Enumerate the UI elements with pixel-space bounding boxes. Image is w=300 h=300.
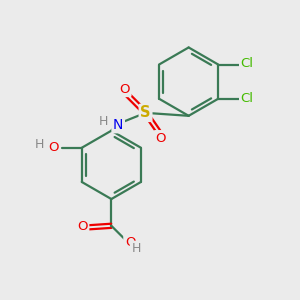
Text: O: O [77,220,88,233]
Text: H: H [131,242,141,255]
Text: O: O [119,82,130,96]
Text: H: H [99,115,108,128]
Text: O: O [155,132,166,145]
Text: Cl: Cl [241,92,254,105]
Text: Cl: Cl [241,58,254,70]
Text: H: H [35,138,44,151]
Text: O: O [48,141,59,154]
Text: O: O [125,236,135,249]
Text: N: N [113,118,123,132]
Text: S: S [140,105,151,120]
